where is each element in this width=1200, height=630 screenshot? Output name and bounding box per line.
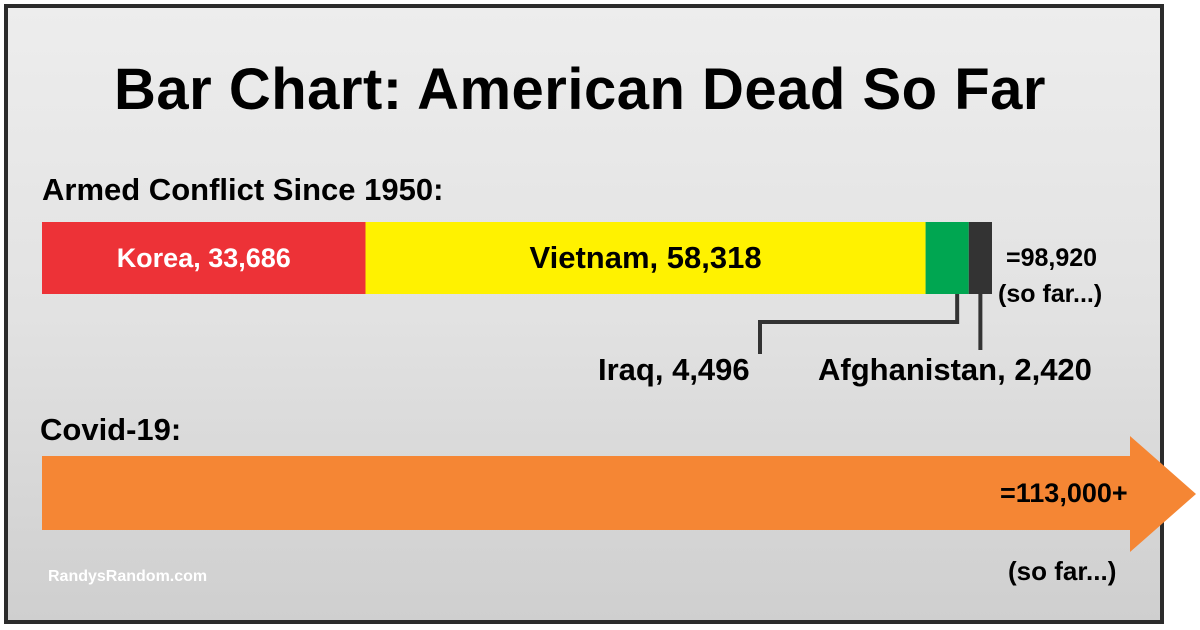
site-credit: RandysRandom.com — [48, 568, 208, 585]
covid-label: Covid-19: — [40, 412, 182, 447]
korea-bar-segment — [42, 222, 366, 294]
covid-note: (so far...) — [1008, 556, 1117, 586]
conflict-total-note: (so far...) — [998, 280, 1103, 308]
chart-title: Bar Chart: American Dead So Far — [114, 57, 1046, 122]
iraq-leader-line — [758, 294, 960, 354]
korea-bar-label: Korea, 33,686 — [116, 242, 291, 273]
iraq-callout-label: Iraq, 4,496 — [598, 352, 750, 387]
afghanistan-callout-label: Afghanistan, 2,420 — [818, 352, 1092, 387]
vietnam-bar-segment — [365, 222, 926, 294]
vietnam-bar-label: Vietnam, 58,318 — [529, 240, 762, 275]
iraq-bar-segment — [925, 222, 969, 294]
conflict-total-label: =98,920 — [1006, 244, 1098, 272]
afghanistan-bar-segment — [968, 222, 992, 294]
covid-value-label: =113,000+ — [1000, 478, 1128, 508]
covid-arrow-bar — [42, 436, 1196, 552]
armed-conflict-label: Armed Conflict Since 1950: — [42, 172, 444, 207]
